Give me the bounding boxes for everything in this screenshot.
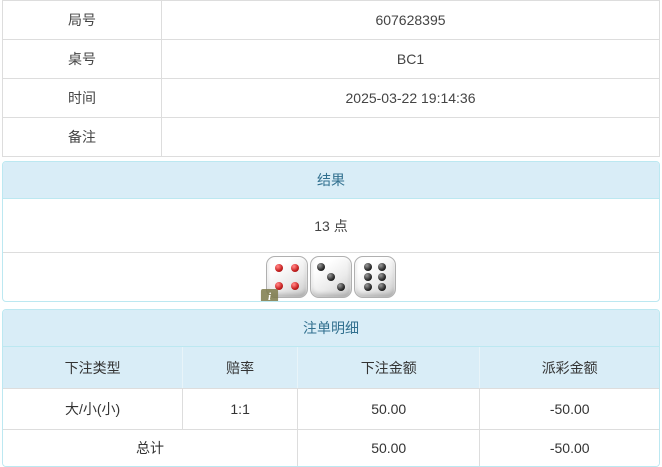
bet-table-header-row: 下注类型 赔率 下注金额 派彩金额 xyxy=(3,346,659,389)
round-number-value: 607628395 xyxy=(161,0,660,40)
table-row-table-no: 桌号 BC1 xyxy=(2,39,660,79)
column-payout-amount: 派彩金额 xyxy=(479,346,659,389)
bet-type-cell: 大/小(小) xyxy=(3,388,184,430)
dice-row: i xyxy=(3,253,659,301)
die-4-icon: i xyxy=(261,256,308,301)
table-row-remark: 备注 xyxy=(2,117,660,157)
column-odds: 赔率 xyxy=(182,346,299,389)
bet-row: 大/小(小) 1:1 50.00 -50.00 xyxy=(3,388,659,430)
info-badge-icon: i xyxy=(261,289,278,301)
bet-amount-cell: 50.00 xyxy=(297,388,481,430)
result-panel: 结果 13 点 i xyxy=(2,161,660,302)
die-pip xyxy=(363,273,372,281)
round-number-label: 局号 xyxy=(2,0,162,40)
die-pip xyxy=(363,283,372,292)
die-pip xyxy=(291,263,300,272)
total-payout-cell: -50.00 xyxy=(479,429,659,466)
die-pip xyxy=(363,262,372,271)
column-bet-type: 下注类型 xyxy=(3,346,184,389)
column-bet-amount: 下注金额 xyxy=(297,346,481,389)
bet-payout-cell: -50.00 xyxy=(479,388,659,430)
die-3-icon xyxy=(310,256,352,298)
game-info-table: 局号 607628395 桌号 BC1 时间 2025-03-22 19:14:… xyxy=(2,0,660,157)
bet-panel-title: 注单明细 xyxy=(3,310,659,347)
die-pip xyxy=(274,263,283,272)
die-pip xyxy=(378,273,387,281)
total-label-cell: 总计 xyxy=(3,429,299,466)
table-number-value: BC1 xyxy=(161,39,660,79)
die-pip xyxy=(336,282,345,291)
bet-details-panel: 注单明细 下注类型 赔率 下注金额 派彩金额 大/小(小) 1:1 50.00 … xyxy=(2,309,660,467)
result-points: 13 点 xyxy=(3,199,659,253)
table-number-label: 桌号 xyxy=(2,39,162,79)
total-amount-cell: 50.00 xyxy=(297,429,481,466)
time-label: 时间 xyxy=(2,78,162,118)
table-row-round: 局号 607628395 xyxy=(2,0,660,40)
remark-value xyxy=(161,117,660,157)
bet-table: 下注类型 赔率 下注金额 派彩金额 大/小(小) 1:1 50.00 -50.0… xyxy=(3,346,659,466)
die-pip xyxy=(317,263,326,272)
die-pip xyxy=(291,282,300,291)
table-row-time: 时间 2025-03-22 19:14:36 xyxy=(2,78,660,118)
result-panel-title: 结果 xyxy=(3,162,659,199)
die-pip xyxy=(327,273,335,281)
die-pip xyxy=(378,283,387,292)
die-pip xyxy=(378,262,387,271)
die-6-icon xyxy=(354,256,396,298)
remark-label: 备注 xyxy=(2,117,162,157)
die-pip xyxy=(274,282,283,291)
bet-odds-cell: 1:1 xyxy=(182,388,299,430)
total-row: 总计 50.00 -50.00 xyxy=(3,429,659,466)
time-value: 2025-03-22 19:14:36 xyxy=(161,78,660,118)
